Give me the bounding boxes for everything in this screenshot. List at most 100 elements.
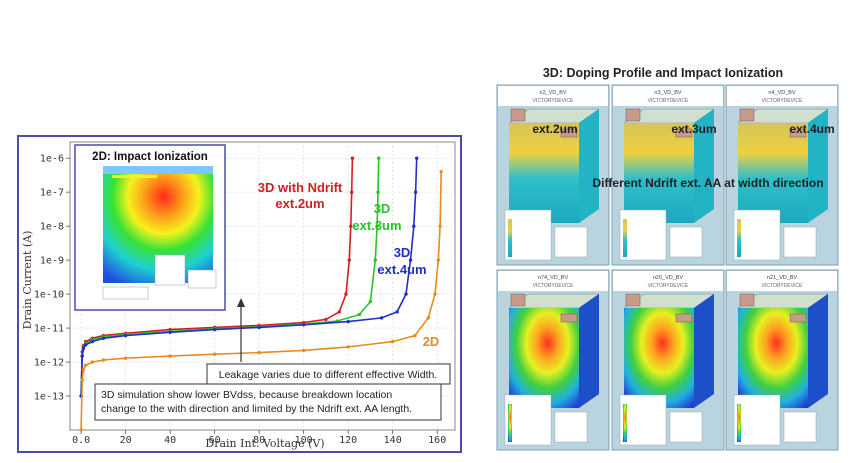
series-point xyxy=(413,190,418,194)
sim-panel-subheader: VICTORYDEVICE xyxy=(533,98,574,104)
inset-legend xyxy=(154,254,186,286)
sim-panel-header-bg xyxy=(727,86,837,106)
series-point xyxy=(90,339,95,344)
series-point xyxy=(395,310,399,314)
sim-colorbar xyxy=(737,219,741,257)
series-point xyxy=(168,330,172,334)
y-tick-label: 1e-12 xyxy=(34,358,64,369)
sim-block-side xyxy=(579,294,599,408)
y-tick-label: 1e-10 xyxy=(34,290,64,301)
inset-2d-impact-ionization: 2D: Impact Ionization xyxy=(74,144,226,311)
sim-block-side xyxy=(808,109,828,223)
series-point xyxy=(123,333,128,338)
note-box xyxy=(94,383,442,421)
inset-legend-3 xyxy=(102,286,149,300)
x-tick-label: 60 xyxy=(209,435,221,446)
sim-panel-subheader: VICTORYDEVICE xyxy=(762,283,803,289)
series-point xyxy=(413,333,417,338)
sim-block-side xyxy=(808,294,828,408)
sim-colorbar xyxy=(508,404,512,442)
sim-colorbar xyxy=(623,219,627,257)
sim-material-legend xyxy=(554,226,588,258)
sim-block-front xyxy=(509,123,579,223)
note-text: 3D simulation show lower BVdss, because … xyxy=(101,389,412,415)
sim-colorbar-legend xyxy=(619,209,667,261)
x-axis-label: Drain Int. Voltage (V) xyxy=(205,437,324,450)
sim-panel-subheader: VICTORYDEVICE xyxy=(648,283,689,289)
series-point xyxy=(81,367,86,372)
sim-colorbar-legend xyxy=(733,394,781,446)
plot-series xyxy=(79,156,443,432)
series-point xyxy=(79,428,83,432)
sim-contact xyxy=(789,313,807,323)
sim-panel-header: n3_VD_BV xyxy=(654,90,682,96)
inset-gate xyxy=(112,175,157,178)
sim-block-front xyxy=(509,308,579,408)
sim-panel-subheader: VICTORYDEVICE xyxy=(762,98,803,104)
series-point xyxy=(257,350,261,355)
sim-block-side xyxy=(694,109,714,223)
sim-panel-subheader: VICTORYDEVICE xyxy=(648,98,689,104)
sim-block-front xyxy=(624,123,694,223)
series-point xyxy=(337,310,341,314)
series-point xyxy=(357,312,361,317)
ext-label-1: ext.2um xyxy=(532,122,577,136)
series-point xyxy=(426,316,430,320)
x-tick-label: 160 xyxy=(428,435,446,446)
x-tick-label: 120 xyxy=(339,435,357,446)
inset-top-contact xyxy=(103,166,213,174)
series-point xyxy=(347,258,351,262)
x-tick-label: 40 xyxy=(164,435,176,446)
sim-panel-header: n4_VD_BV xyxy=(768,90,796,96)
sim-contact xyxy=(510,293,526,307)
series-point xyxy=(439,170,443,174)
sim-panel-header-bg xyxy=(498,86,608,106)
series-point xyxy=(80,354,84,358)
sim-contact xyxy=(510,108,526,122)
sim-panel-header-bg xyxy=(613,271,723,291)
series-point xyxy=(408,258,413,262)
series-point xyxy=(213,327,217,332)
series-point xyxy=(391,339,395,344)
sim-contact xyxy=(675,128,693,138)
sim-contact xyxy=(560,313,578,323)
inset-legend-2 xyxy=(187,269,217,289)
annotation-green: 3D ext.3um xyxy=(352,201,401,233)
sim-material-legend xyxy=(783,226,817,258)
series-point xyxy=(433,292,437,296)
sim-material-legend xyxy=(783,411,817,443)
series-point xyxy=(83,343,88,347)
series-point xyxy=(83,363,88,367)
series-point xyxy=(324,317,328,322)
series-point xyxy=(412,224,416,228)
sim-contact xyxy=(739,108,755,122)
series-point xyxy=(377,156,381,160)
sim-colorbar-legend xyxy=(619,394,667,446)
annotation-red: 3D with Ndrift ext.2um xyxy=(258,180,343,211)
series-point xyxy=(379,316,384,320)
series-point xyxy=(344,292,348,296)
series-point xyxy=(123,356,128,360)
series-point xyxy=(350,190,354,194)
sim-block-front xyxy=(738,308,808,408)
x-tick-label: 140 xyxy=(384,435,402,446)
series-point xyxy=(349,224,353,228)
sim-colorbar xyxy=(508,219,512,257)
sim-colorbar xyxy=(623,404,627,442)
sim-panel-header: n2_VD_BV xyxy=(539,90,567,96)
sim-panel-header-bg xyxy=(498,271,608,291)
series-point xyxy=(368,299,373,304)
series-point xyxy=(257,325,261,330)
series-point xyxy=(438,224,442,228)
sim-colorbar xyxy=(737,404,741,442)
annotation-orange: 2D xyxy=(423,334,440,349)
series-point xyxy=(80,378,84,382)
series-point xyxy=(376,190,380,194)
x-tick-label: 80 xyxy=(253,435,265,446)
x-tick-label: 100 xyxy=(295,435,313,446)
series-point xyxy=(373,258,377,262)
sim-panel-header: n20_VD_BV xyxy=(653,275,684,281)
leakage-arrow-head xyxy=(237,298,245,307)
series-point xyxy=(81,346,86,351)
sim-block-side xyxy=(694,294,714,408)
